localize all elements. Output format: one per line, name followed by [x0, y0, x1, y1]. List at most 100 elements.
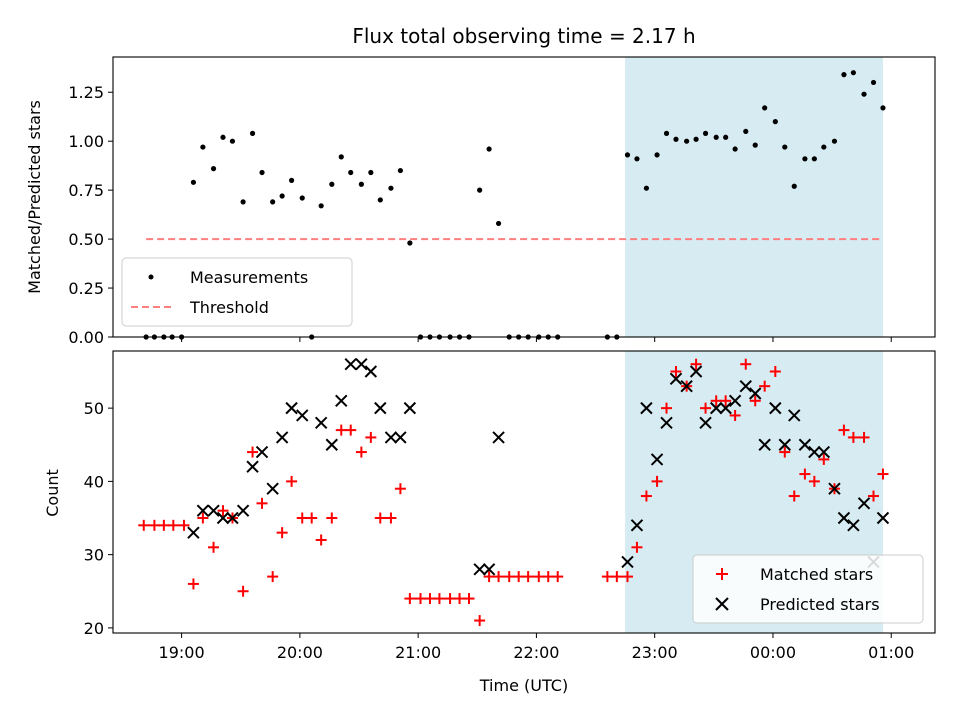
y-tick-label: 1.25 [68, 83, 104, 102]
measurement-point [486, 146, 492, 152]
matched-star-point [522, 571, 534, 583]
matched-star-point [463, 593, 475, 605]
matched-star-point [148, 519, 160, 531]
matched-star-point [729, 409, 741, 421]
matched-star-point [247, 446, 259, 458]
measurement-point [220, 134, 226, 140]
matched-star-point [818, 453, 830, 465]
matched-star-point [847, 431, 859, 443]
x-tick-label: 19:00 [159, 643, 205, 662]
matched-star-point [444, 593, 456, 605]
legend-label-matched-stars: Matched stars [760, 565, 873, 584]
predicted-star-point [355, 357, 368, 371]
chart-title: Flux total observing time = 2.17 h [352, 24, 695, 48]
matched-star-point [276, 527, 288, 539]
legend-label-measurements: Measurements [190, 268, 308, 287]
matched-star-point [267, 571, 279, 583]
matched-star-point [690, 358, 702, 370]
measurement-point [732, 146, 738, 152]
predicted-star-point [394, 431, 407, 444]
matched-star-point [740, 358, 752, 370]
predicted-star-point [226, 511, 239, 525]
measurement-point [200, 144, 206, 150]
x-tick-label: 20:00 [277, 643, 323, 662]
matched-star-point [355, 446, 367, 458]
measurement-point [880, 105, 886, 111]
matched-star-point [217, 505, 229, 517]
top-y-ticks: 0.00 0.25 0.50 0.75 1.00 1.25 [68, 83, 113, 347]
matched-star-point [326, 512, 338, 524]
matched-star-point [424, 593, 436, 605]
predicted-star-point [473, 563, 486, 576]
matched-star-point [256, 497, 268, 509]
predicted-star-point [266, 482, 279, 495]
measurement-point [762, 105, 768, 111]
matched-star-point [670, 366, 682, 378]
predicted-star-point [285, 401, 298, 415]
measurement-point [318, 203, 324, 209]
matched-star-point [394, 483, 406, 495]
matched-star-point [178, 519, 190, 531]
predicted-star-point [769, 401, 782, 415]
matched-star-point [759, 380, 771, 392]
predicted-star-point [335, 394, 348, 408]
predicted-star-point [680, 379, 693, 393]
predicted-star-point [216, 511, 230, 525]
top-panel: 0.00 0.25 0.50 0.75 1.00 1.25 Matched/Predict… [25, 56, 936, 347]
predicted-star-point [196, 504, 210, 517]
measurement-point [190, 179, 197, 185]
predicted-star-point [640, 401, 653, 415]
predicted-star-point [492, 431, 505, 444]
matched-star-point [700, 402, 712, 414]
measurement-point [782, 144, 788, 150]
y-tick-label: 0.25 [68, 279, 104, 298]
predicted-star-point [876, 511, 890, 525]
measurement-point [772, 119, 778, 125]
measurement-point [477, 187, 483, 193]
matched-star-point [808, 475, 820, 487]
measurement-point [338, 154, 344, 160]
predicted-star-point [728, 394, 742, 408]
measurement-point [831, 138, 838, 144]
predicted-star-point [778, 438, 791, 451]
legend-marker-predicted-stars [715, 597, 729, 611]
matched-star-point [167, 519, 179, 531]
predicted-star-point [236, 504, 250, 517]
measurement-point [329, 181, 335, 187]
matched-star-point [640, 490, 652, 502]
predicted-star-point [482, 563, 496, 576]
matched-star-point [374, 512, 386, 524]
measurement-point [377, 197, 383, 203]
measurement-point [279, 193, 285, 199]
matched-star-point [237, 585, 249, 597]
matched-star-point [710, 395, 722, 407]
predicted-star-point [650, 453, 664, 466]
measurement-point [791, 183, 797, 189]
matched-star-point [542, 571, 554, 583]
bottom-legend: Matched stars Predicted stars [692, 554, 924, 624]
predicted-star-point [689, 365, 703, 378]
predicted-star-point [817, 445, 831, 459]
predicted-star-point [798, 438, 812, 451]
predicted-star-point [364, 365, 378, 378]
matched-star-point [661, 402, 673, 414]
predicted-star-point [374, 401, 387, 415]
predicted-star-point [296, 409, 309, 422]
highlight-span-rect [625, 57, 883, 337]
matched-star-point [621, 571, 633, 583]
top-y-axis-label: Matched/Predicted stars [25, 100, 44, 294]
measurement-point [743, 128, 749, 135]
measurement-point [249, 130, 256, 136]
measurement-point [713, 134, 719, 140]
matched-star-point [799, 468, 811, 480]
matched-star-point [158, 519, 170, 531]
measurement-point [407, 240, 413, 246]
measurement-point [673, 136, 679, 142]
y-tick-label: 0.00 [68, 328, 104, 347]
matched-star-point [415, 593, 427, 605]
matched-star-point [474, 615, 486, 627]
matched-star-point [552, 571, 564, 583]
measurement-point [299, 195, 305, 201]
predicted-star-point [749, 387, 762, 400]
